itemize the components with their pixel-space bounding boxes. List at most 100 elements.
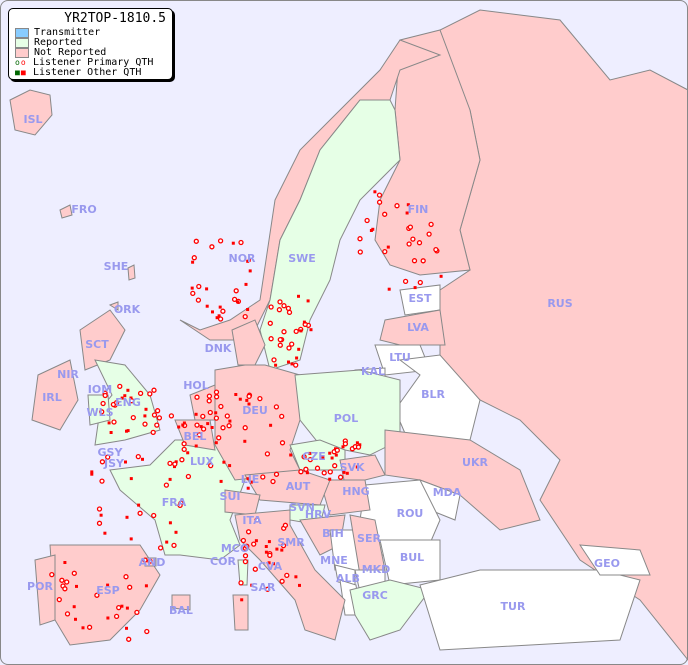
label-esp: ESP — [96, 584, 120, 597]
listener-primary-marker — [251, 541, 257, 547]
label-lie: LIE — [241, 473, 260, 486]
listener-other-marker — [174, 460, 178, 464]
listener-primary-marker — [293, 328, 299, 335]
listener-primary-marker — [113, 399, 120, 406]
listener-primary-marker — [428, 221, 434, 228]
listener-primary-marker — [213, 415, 220, 421]
listener-other-marker — [309, 328, 313, 332]
country-she — [127, 264, 136, 281]
listener-primary-marker — [276, 307, 283, 313]
listener-other-marker — [295, 356, 299, 360]
listener-primary-marker — [402, 278, 409, 285]
listener-other-marker — [328, 477, 332, 481]
listener-primary-marker — [116, 604, 122, 611]
listener-primary-marker — [364, 217, 370, 224]
listener-primary-marker — [49, 571, 55, 578]
label-svk: SVK — [340, 461, 365, 474]
listener-primary-marker — [126, 636, 132, 642]
label-wls: WLS — [86, 406, 113, 419]
listener-primary-marker — [71, 570, 77, 576]
listener-other-marker — [439, 274, 443, 278]
listener-primary-marker — [193, 238, 199, 244]
legend-label: Listener Primary QTH — [33, 57, 154, 68]
listener-primary-marker — [337, 474, 344, 480]
listener-primary-marker — [240, 537, 247, 544]
listener-primary-marker — [206, 398, 212, 404]
listener-primary-marker — [376, 199, 383, 205]
listener-other-marker — [249, 480, 253, 484]
country-fra — [109, 439, 246, 561]
listener-other-marker — [107, 421, 111, 425]
listener-other-marker — [129, 477, 133, 481]
listener-other-marker — [308, 451, 312, 455]
listener-primary-marker — [357, 236, 363, 242]
label-iom: IOM — [88, 383, 112, 396]
label-nir: NIR — [57, 368, 79, 381]
legend-primary-qth: oo Listener Primary QTH — [9, 58, 172, 68]
listener-other-marker — [345, 471, 349, 475]
listener-primary-marker — [307, 456, 313, 463]
label-cze: CZE — [302, 450, 326, 463]
listener-primary-marker — [154, 408, 161, 414]
listener-other-marker — [126, 429, 130, 433]
listener-primary-marker — [267, 320, 273, 326]
label-deu: DEU — [242, 404, 268, 417]
listener-other-marker — [243, 439, 247, 443]
label-hol: HOL — [183, 379, 209, 392]
legend-label: Reported — [34, 37, 83, 48]
label-gsy: GSY — [98, 446, 124, 459]
label-grc: GRC — [362, 589, 388, 602]
listener-primary-marker — [289, 341, 295, 347]
listener-primary-marker — [246, 393, 252, 400]
listener-other-marker — [246, 477, 250, 481]
listener-other-marker — [103, 531, 107, 535]
listener-other-marker — [125, 429, 128, 433]
country-por — [34, 554, 56, 626]
listener-other-marker — [267, 561, 271, 565]
listener-primary-marker — [195, 297, 202, 303]
listener-other-marker — [272, 562, 275, 566]
listener-primary-marker — [56, 596, 62, 603]
legend-other-qth: ■■ Listener Other QTH — [9, 68, 172, 78]
listener-primary-marker — [242, 425, 248, 431]
listener-primary-marker — [156, 415, 163, 421]
legend-transmitter: Transmitter — [9, 28, 172, 38]
listener-primary-marker — [217, 316, 224, 322]
listener-other-marker — [274, 363, 278, 367]
listener-other-marker — [297, 294, 300, 298]
listener-primary-marker — [216, 435, 222, 441]
listener-other-marker — [210, 426, 214, 429]
listener-other-marker — [228, 419, 232, 423]
listener-primary-marker — [420, 258, 426, 264]
listener-other-marker — [247, 258, 251, 262]
listener-other-marker — [72, 605, 76, 609]
listener-primary-marker — [213, 394, 220, 400]
listener-other-marker — [205, 304, 209, 308]
label-cva: CVA — [258, 560, 283, 573]
listener-other-marker — [341, 445, 345, 449]
listener-primary-marker — [410, 236, 416, 242]
listener-other-marker — [306, 299, 310, 303]
listener-other-marker — [371, 227, 375, 231]
listener-primary-marker — [277, 336, 283, 343]
label-sar: SAR — [251, 581, 276, 594]
listener-primary-marker — [376, 192, 383, 198]
listener-primary-marker — [327, 469, 333, 475]
listener-other-marker — [215, 316, 219, 320]
listener-primary-marker — [142, 557, 148, 563]
listener-other-marker — [373, 190, 377, 194]
listener-primary-marker — [185, 473, 192, 480]
listener-primary-marker — [168, 413, 175, 419]
listener-primary-marker — [137, 390, 144, 397]
listener-other-marker — [125, 626, 128, 630]
listener-other-marker — [330, 456, 334, 460]
listener-other-marker — [290, 362, 294, 366]
listener-other-marker — [126, 388, 130, 392]
listener-primary-marker — [284, 572, 290, 579]
listener-primary-marker — [213, 389, 220, 395]
listener-other-marker — [217, 314, 221, 318]
listener-other-marker — [120, 396, 124, 400]
country-geo — [579, 544, 651, 576]
country-dnk — [231, 319, 266, 366]
listener-primary-marker — [264, 586, 271, 592]
